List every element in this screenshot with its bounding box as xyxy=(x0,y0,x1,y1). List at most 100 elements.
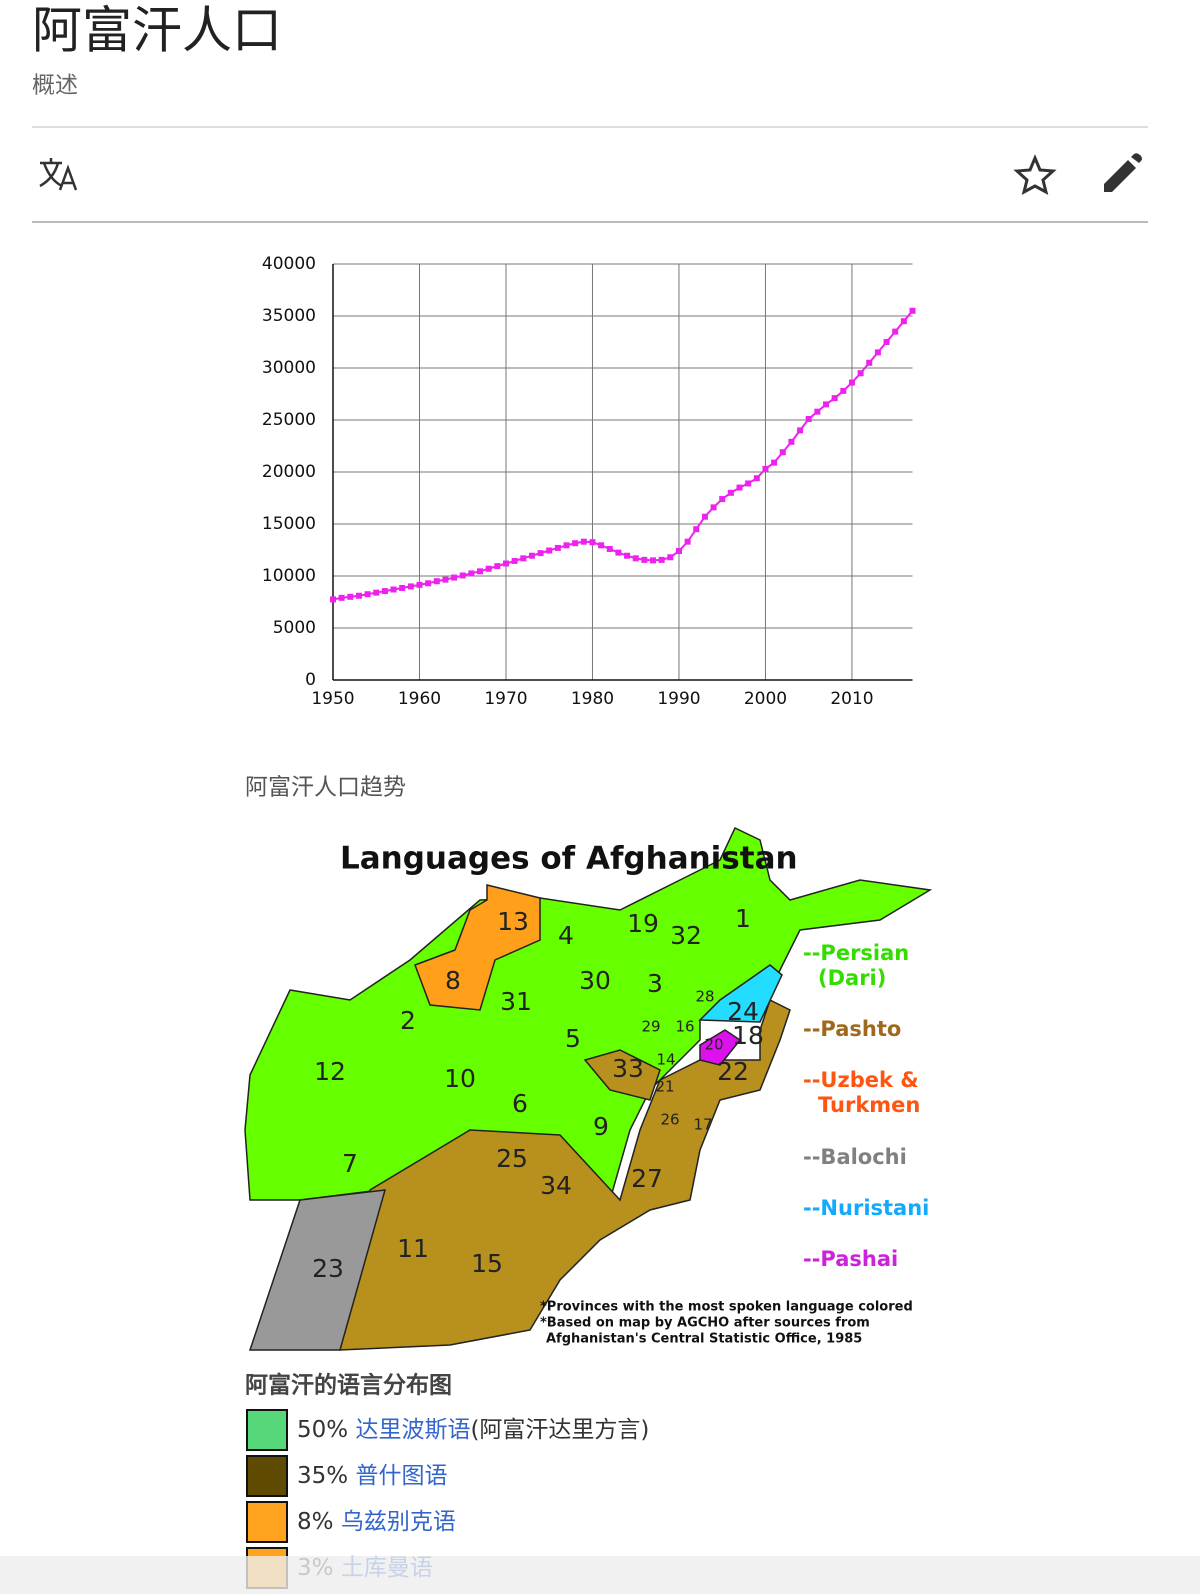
legend-entry: --Balochi xyxy=(803,1145,907,1169)
y-tick-label: 10000 xyxy=(262,566,316,586)
y-tick-label: 5000 xyxy=(273,618,316,638)
province-number: 24 xyxy=(727,997,759,1026)
data-point xyxy=(347,593,354,600)
translate-icon[interactable] xyxy=(39,158,78,191)
language-map: Languages of Afghanistan 123456789101112… xyxy=(244,826,933,1351)
data-point xyxy=(589,539,596,546)
data-point xyxy=(528,552,535,559)
data-point xyxy=(381,588,388,595)
data-point xyxy=(425,580,432,587)
province-number: 20 xyxy=(704,1036,723,1054)
language-link[interactable]: 普什图语 xyxy=(355,1463,447,1489)
region-nuristani xyxy=(698,964,783,1023)
data-point xyxy=(650,557,657,564)
region-pashto xyxy=(583,1049,661,1101)
data-point xyxy=(624,552,631,559)
data-point xyxy=(814,408,821,415)
color-swatch xyxy=(246,1409,288,1451)
map-caption: 阿富汗的语言分布图 xyxy=(245,1372,452,1399)
region-uzbek xyxy=(414,884,541,1011)
bottom-bar xyxy=(0,1556,1200,1594)
data-point xyxy=(900,318,907,325)
province-number: 23 xyxy=(312,1254,344,1283)
data-point xyxy=(797,427,804,434)
legend-entry: Turkmen xyxy=(818,1093,920,1117)
province-number: 22 xyxy=(717,1057,749,1086)
data-point xyxy=(511,557,518,564)
province-number: 6 xyxy=(512,1089,528,1118)
province-number: 21 xyxy=(655,1078,674,1096)
province-number: 9 xyxy=(593,1112,609,1141)
language-item: 35% 普什图语 xyxy=(297,1463,447,1489)
legend-entry: --Persian xyxy=(803,941,909,965)
data-point xyxy=(606,545,613,552)
watch-star[interactable] xyxy=(1013,154,1057,195)
edit-pencil[interactable] xyxy=(1104,153,1142,192)
language-link[interactable]: 达里波斯语 xyxy=(355,1417,470,1443)
province-number: 18 xyxy=(732,1021,764,1050)
x-tick-label: 1990 xyxy=(657,689,700,709)
data-point xyxy=(494,563,501,570)
data-point xyxy=(459,572,466,579)
data-point xyxy=(390,586,397,593)
data-point xyxy=(805,415,812,422)
data-point xyxy=(892,328,899,335)
province-number: 31 xyxy=(500,987,532,1016)
language-percent: 35% xyxy=(297,1463,348,1489)
y-tick-label: 35000 xyxy=(262,306,316,326)
province-number: 1 xyxy=(735,904,751,933)
map-note: *Based on map by AGCHO after sources fro… xyxy=(540,1316,870,1331)
province-number: 33 xyxy=(612,1054,644,1083)
legend-entry: --Pashai xyxy=(803,1247,898,1271)
x-tick-label: 2000 xyxy=(744,689,787,709)
y-tick-label: 15000 xyxy=(262,514,316,534)
province-number: 15 xyxy=(471,1249,503,1278)
data-point xyxy=(433,578,440,585)
province-number: 7 xyxy=(342,1149,358,1178)
map-note: Afghanistan's Central Statistic Office, … xyxy=(546,1332,862,1347)
data-point xyxy=(485,565,492,572)
data-point xyxy=(719,496,726,503)
province-number: 3 xyxy=(647,969,663,998)
data-point xyxy=(848,379,855,386)
x-tick-label: 1950 xyxy=(311,689,354,709)
language-percent: 50% xyxy=(297,1417,348,1443)
data-point xyxy=(710,504,717,511)
data-point xyxy=(779,449,786,456)
province-number: 16 xyxy=(675,1018,694,1036)
province-number: 11 xyxy=(397,1234,429,1263)
page-subtitle: 概述 xyxy=(32,73,78,99)
province-number: 28 xyxy=(695,988,714,1006)
province-number: 34 xyxy=(540,1171,572,1200)
page-title: 阿富汗人口 xyxy=(32,2,282,60)
data-point xyxy=(580,538,587,545)
data-point xyxy=(658,556,665,563)
province-number: 10 xyxy=(444,1064,476,1093)
data-point xyxy=(477,568,484,575)
data-point xyxy=(338,594,345,601)
province-number: 19 xyxy=(627,909,659,938)
data-point xyxy=(883,339,890,345)
y-tick-label: 40000 xyxy=(262,254,316,274)
region-pashai xyxy=(699,1029,742,1066)
province-number: 12 xyxy=(314,1057,346,1086)
data-point xyxy=(736,484,743,491)
data-point xyxy=(684,538,691,545)
province-number: 30 xyxy=(579,966,611,995)
map-title: Languages of Afghanistan xyxy=(340,841,798,877)
data-point xyxy=(641,556,648,563)
x-tick-label: 2010 xyxy=(830,689,873,709)
data-point xyxy=(399,584,406,591)
data-point xyxy=(753,475,760,482)
data-point xyxy=(632,555,639,562)
data-point xyxy=(364,591,371,598)
region-balochi xyxy=(248,1189,387,1351)
data-point xyxy=(866,359,873,366)
province-number: 25 xyxy=(496,1144,528,1173)
data-point xyxy=(554,544,561,551)
data-point xyxy=(355,592,362,599)
language-link[interactable]: 乌兹别克语 xyxy=(341,1509,456,1535)
color-swatch xyxy=(246,1455,288,1497)
province-number: 5 xyxy=(565,1024,581,1053)
